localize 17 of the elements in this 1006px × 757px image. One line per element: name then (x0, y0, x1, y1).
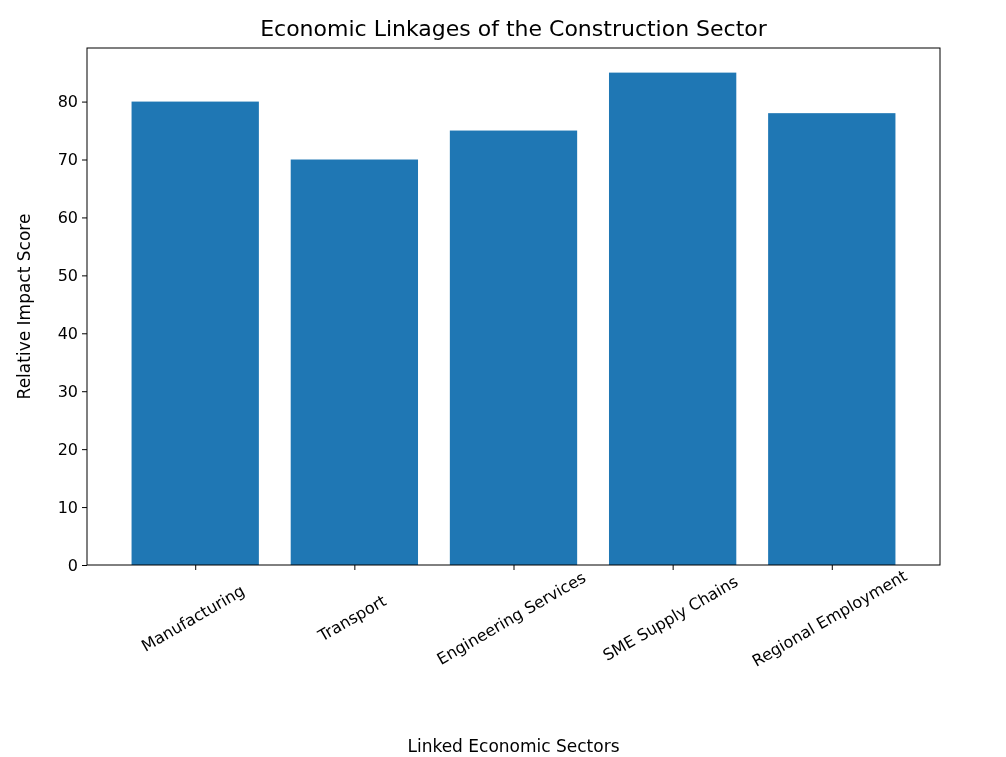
y-tick-label: 50 (57, 265, 78, 285)
y-tick-label: 40 (57, 323, 78, 343)
y-tick-label: 80 (57, 92, 78, 112)
bar (608, 72, 737, 565)
y-tick-label: 20 (57, 439, 78, 459)
bar (290, 159, 419, 565)
y-tick-label: 60 (57, 208, 78, 228)
y-tick-label: 0 (67, 555, 78, 575)
x-axis-title: Linked Economic Sectors (407, 736, 620, 756)
bar (449, 130, 578, 565)
bar (768, 113, 896, 565)
y-axis-title: Relative Impact Score (14, 213, 34, 400)
chart-title: Economic Linkages of the Construction Sector (260, 16, 768, 41)
bar (131, 101, 259, 565)
y-tick-label: 70 (57, 150, 78, 170)
y-tick-label: 10 (57, 497, 78, 517)
y-tick-label: 30 (57, 381, 78, 401)
